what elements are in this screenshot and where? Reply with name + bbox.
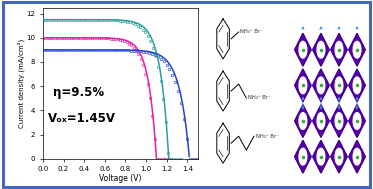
Text: NH₃⁺ Br⁻: NH₃⁺ Br⁻ <box>256 134 278 139</box>
Text: NH₃⁺ Br⁻: NH₃⁺ Br⁻ <box>248 95 271 101</box>
Polygon shape <box>295 140 311 173</box>
Polygon shape <box>331 33 347 66</box>
Polygon shape <box>349 105 365 137</box>
Circle shape <box>299 113 307 129</box>
Circle shape <box>353 113 361 129</box>
Circle shape <box>335 77 343 94</box>
Polygon shape <box>331 69 347 102</box>
Polygon shape <box>313 69 329 102</box>
Polygon shape <box>349 33 365 66</box>
Y-axis label: Current density (mA/cm²): Current density (mA/cm²) <box>18 39 25 128</box>
Circle shape <box>353 41 361 58</box>
X-axis label: Voltage (V): Voltage (V) <box>99 174 141 183</box>
Circle shape <box>317 113 325 129</box>
Polygon shape <box>331 140 347 173</box>
Polygon shape <box>313 105 329 137</box>
Polygon shape <box>295 69 311 102</box>
Polygon shape <box>313 140 329 173</box>
Polygon shape <box>295 105 311 137</box>
Polygon shape <box>295 33 311 66</box>
Circle shape <box>317 41 325 58</box>
Circle shape <box>299 77 307 94</box>
Circle shape <box>317 148 325 165</box>
Circle shape <box>353 77 361 94</box>
Polygon shape <box>313 33 329 66</box>
Text: η=9.5%: η=9.5% <box>53 86 104 99</box>
Text: NH₃⁺ Br⁻: NH₃⁺ Br⁻ <box>240 29 263 34</box>
Circle shape <box>353 148 361 165</box>
Circle shape <box>335 113 343 129</box>
Circle shape <box>317 77 325 94</box>
Circle shape <box>299 148 307 165</box>
Circle shape <box>299 41 307 58</box>
Text: Vₒₓ=1.45V: Vₒₓ=1.45V <box>48 112 116 125</box>
Circle shape <box>335 148 343 165</box>
Polygon shape <box>349 69 365 102</box>
Polygon shape <box>331 105 347 137</box>
Polygon shape <box>349 140 365 173</box>
Circle shape <box>335 41 343 58</box>
